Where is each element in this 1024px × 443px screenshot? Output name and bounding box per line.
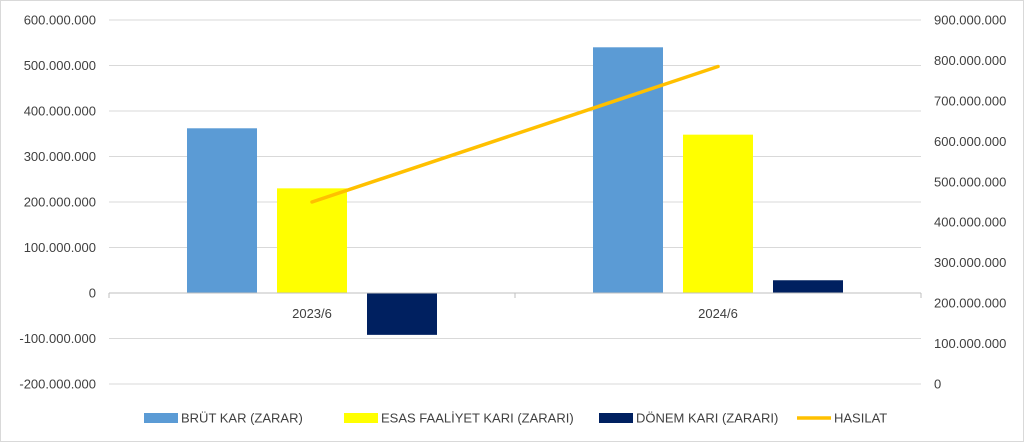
legend: BRÜT KAR (ZARAR) ESAS FAALİYET KARI (ZARA… [144, 411, 887, 426]
legend-label: HASILAT [834, 411, 887, 426]
bar [367, 293, 437, 335]
category-label: 2024/6 [698, 306, 738, 321]
left-tick-label: 0 [89, 286, 96, 301]
left-tick-label: 200.000.000 [24, 195, 96, 210]
right-tick-label: 100.000.000 [934, 336, 1006, 351]
category-axis [108, 292, 922, 298]
bar [277, 188, 347, 293]
left-tick-label: 600.000.000 [24, 13, 96, 28]
right-tick-label: 700.000.000 [934, 93, 1006, 108]
right-tick-label: 500.000.000 [934, 174, 1006, 189]
bars-layer [187, 47, 843, 335]
bar [187, 128, 257, 293]
right-tick-label: 900.000.000 [934, 13, 1006, 28]
left-tick-label: -200.000.000 [19, 377, 96, 392]
right-tick-label: 600.000.000 [934, 134, 1006, 149]
line-point [716, 65, 720, 69]
right-axis-ticks: 900.000.000 800.000.000 700.000.000 600.000… [934, 13, 1006, 392]
line-point [310, 200, 314, 204]
left-tick-label: 400.000.000 [24, 104, 96, 119]
left-axis-ticks: 600.000.000 500.000.000 400.000.000 300.000… [19, 13, 96, 392]
bar [773, 280, 843, 293]
bar [683, 134, 753, 293]
hasilat-line [310, 64, 720, 204]
category-labels: 2023/6 2024/6 [292, 306, 738, 321]
left-tick-label: -100.000.000 [19, 331, 96, 346]
legend-label: ESAS FAALİYET KARI (ZARARI) [381, 411, 574, 426]
left-tick-label: 300.000.000 [24, 149, 96, 164]
category-label: 2023/6 [292, 306, 332, 321]
bar [593, 47, 663, 293]
right-tick-label: 800.000.000 [934, 53, 1006, 68]
legend-swatch [344, 413, 378, 423]
legend-label: BRÜT KAR (ZARAR) [181, 411, 303, 426]
legend-swatch [144, 413, 178, 423]
line-layer [310, 64, 720, 204]
legend-label: DÖNEM KARI (ZARARI) [636, 411, 778, 426]
legend-swatch [599, 413, 633, 423]
right-tick-label: 400.000.000 [934, 215, 1006, 230]
right-tick-label: 200.000.000 [934, 296, 1006, 311]
right-tick-label: 0 [934, 377, 941, 392]
right-tick-label: 300.000.000 [934, 255, 1006, 270]
left-tick-label: 500.000.000 [24, 58, 96, 73]
left-tick-label: 100.000.000 [24, 240, 96, 255]
